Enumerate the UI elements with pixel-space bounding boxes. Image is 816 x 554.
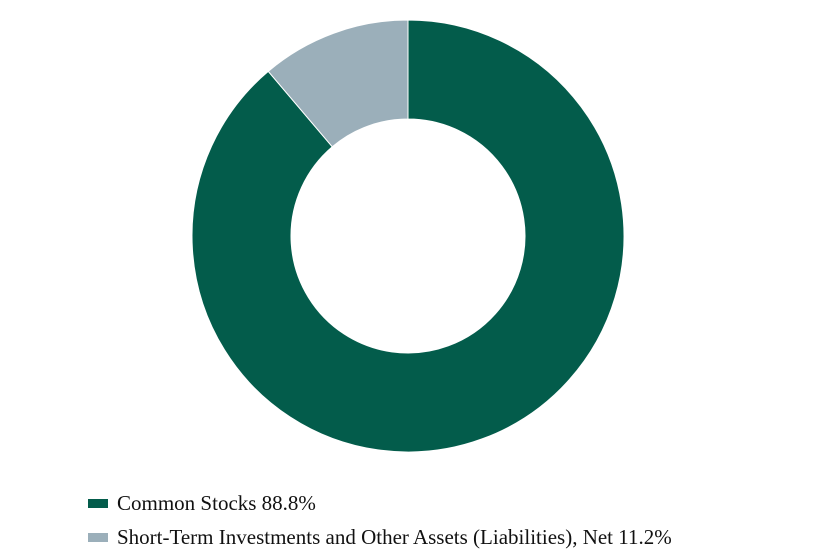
legend-label-common-stocks: Common Stocks 88.8% [117,490,316,515]
donut-slices [191,19,625,453]
chart-legend: Common Stocks 88.8% Short-Term Investmen… [88,486,808,554]
donut-slice-short-term-investments [267,19,409,148]
legend-swatch-short-term-investments [88,532,108,542]
legend-label-short-term-investments: Short-Term Investments and Other Assets … [117,524,672,549]
donut-slice-common-stocks [191,19,625,453]
legend-swatch-common-stocks [88,498,108,508]
legend-item-short-term-investments: Short-Term Investments and Other Assets … [88,520,808,554]
donut-chart [191,19,625,453]
legend-item-common-stocks: Common Stocks 88.8% [88,486,808,520]
